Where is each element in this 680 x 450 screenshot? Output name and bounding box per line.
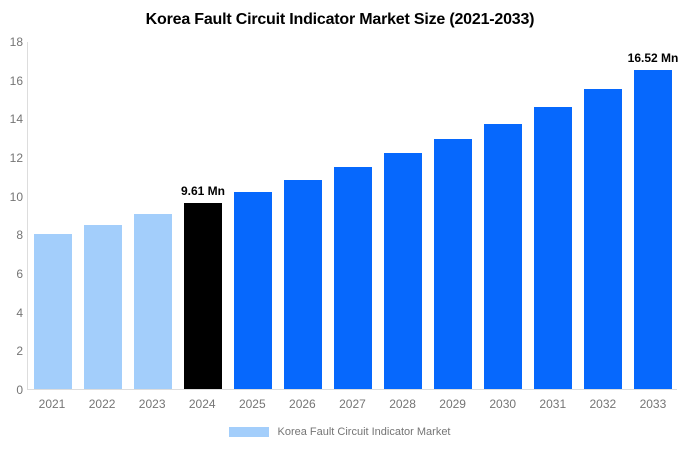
x-tick-label: 2023 (138, 397, 166, 411)
bars-group: 9.61 Mn 16.52 Mn (28, 42, 678, 389)
legend-item[interactable]: Korea Fault Circuit Indicator Market (0, 426, 680, 438)
bar-2030 (484, 42, 522, 389)
y-tick-label: 18 (9, 35, 23, 49)
legend-swatch (229, 427, 270, 437)
y-tick-label: 16 (9, 73, 23, 88)
x-tick-label: 2031 (539, 397, 567, 411)
bar-rect (434, 138, 472, 389)
bar-2029 (434, 42, 472, 389)
bar-value-label: 9.61 Mn (180, 184, 226, 199)
bar-2024: 9.61 Mn (180, 42, 226, 389)
x-tick-label: 2026 (289, 397, 316, 411)
legend-label: Korea Fault Circuit Indicator Market (277, 426, 451, 438)
bar-rect (134, 214, 172, 389)
x-tick-label: 2021 (38, 397, 66, 411)
x-tick-label: 2029 (439, 397, 466, 411)
y-tick-label: 2 (16, 344, 23, 359)
bar-2033: 16.52 Mn (628, 42, 678, 389)
plot-area: 9.61 Mn 16.52 Mn (27, 42, 678, 390)
bar-2028 (384, 42, 422, 389)
bar-rect (384, 153, 422, 389)
x-tick-label: 2032 (589, 397, 617, 411)
y-tick-label: 4 (16, 305, 23, 320)
y-tick-label: 14 (9, 112, 23, 127)
y-tick-label: 10 (9, 189, 23, 204)
bar-2027 (334, 42, 372, 389)
bar-2023 (134, 42, 172, 389)
x-tick-label: 2033 (639, 397, 667, 411)
x-axis: 2021 2022 2023 2024 2025 2026 2027 2028 2029 2030… (27, 397, 677, 411)
bar-rect (234, 191, 272, 389)
y-tick-label: 0 (16, 383, 23, 397)
bar-2021 (34, 42, 72, 389)
bar-rect (634, 69, 672, 389)
y-tick-label: 8 (16, 228, 23, 243)
bar-2032 (584, 42, 622, 389)
bar-2025 (234, 42, 272, 389)
x-tick-label: 2027 (339, 397, 366, 411)
y-tick-label: 12 (9, 151, 23, 165)
bar-rect (34, 234, 72, 389)
bar-rect (534, 106, 572, 389)
x-tick-label: 2024 (188, 397, 216, 411)
bar-rect (334, 166, 372, 389)
bar-2026 (284, 42, 322, 389)
y-axis: 0 2 4 6 8 10 12 14 16 18 (0, 35, 23, 397)
bar-rect (184, 203, 222, 389)
chart-title: Korea Fault Circuit Indicator Market Siz… (145, 11, 535, 28)
bar-2031 (534, 42, 572, 389)
bar-value-label: 16.52 Mn (627, 50, 679, 65)
x-tick-label: 2022 (88, 397, 116, 411)
bar-rect (484, 124, 522, 389)
bar-rect (284, 180, 322, 389)
y-tick-label: 6 (16, 267, 23, 281)
bar-rect (584, 89, 622, 389)
bar-2022 (84, 42, 122, 389)
bar-rect (84, 224, 122, 389)
x-tick-label: 2030 (489, 397, 517, 411)
x-tick-label: 2025 (238, 397, 266, 411)
x-tick-label: 2028 (389, 397, 416, 411)
